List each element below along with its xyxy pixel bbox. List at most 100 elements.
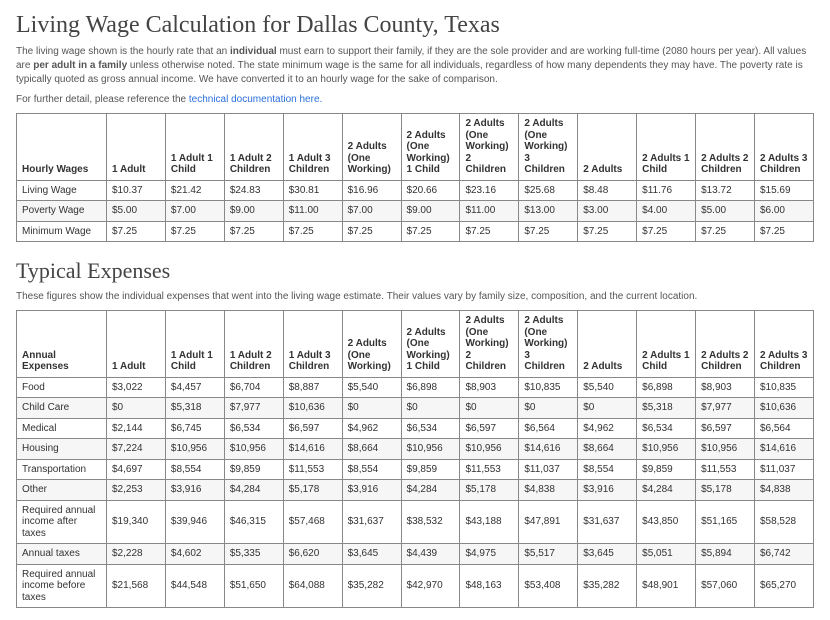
cell: $5,540 — [578, 377, 637, 398]
cell: $10,956 — [637, 439, 696, 460]
cell: $10,956 — [460, 439, 519, 460]
cell: $5.00 — [696, 201, 755, 222]
cell: $6,534 — [224, 418, 283, 439]
column-header: 2 Adults — [578, 311, 637, 378]
cell: $8,903 — [460, 377, 519, 398]
cell: $31,637 — [578, 500, 637, 544]
cell: $31,637 — [342, 500, 401, 544]
cell: $6,597 — [696, 418, 755, 439]
cell: $9,859 — [637, 459, 696, 480]
cell: $9.00 — [401, 201, 460, 222]
cell: $7.25 — [342, 221, 401, 242]
cell: $30.81 — [283, 180, 342, 201]
cell: $11,037 — [519, 459, 578, 480]
cell: $10,956 — [224, 439, 283, 460]
cell: $7.25 — [519, 221, 578, 242]
intro-paragraph: The living wage shown is the hourly rate… — [16, 45, 814, 87]
cell: $7.25 — [224, 221, 283, 242]
cell: $6,704 — [224, 377, 283, 398]
cell: $6,534 — [637, 418, 696, 439]
cell: $4,284 — [637, 480, 696, 501]
cell: $6,597 — [283, 418, 342, 439]
annual-expenses-row-header: Annual Expenses — [17, 311, 107, 378]
column-header: 1 Adult 3 Children — [283, 114, 342, 181]
cell: $2,253 — [107, 480, 166, 501]
cell: $14,616 — [519, 439, 578, 460]
column-header: 1 Adult 3 Children — [283, 311, 342, 378]
table-row: Annual taxes$2,228$4,602$5,335$6,620$3,6… — [17, 544, 814, 565]
cell: $0 — [342, 398, 401, 419]
column-header: 1 Adult — [107, 311, 166, 378]
technical-documentation-link[interactable]: technical documentation here. — [189, 94, 322, 105]
cell: $2,228 — [107, 544, 166, 565]
cell: $8,903 — [696, 377, 755, 398]
row-label: Housing — [17, 439, 107, 460]
column-header: 2 Adults — [578, 114, 637, 181]
annual-expenses-body: Food$3,022$4,457$6,704$8,887$5,540$6,898… — [17, 377, 814, 608]
column-header: 2 Adults 3 Children — [754, 114, 813, 181]
cell: $6,620 — [283, 544, 342, 565]
annual-expenses-header-row: Annual Expenses 1 Adult1 Adult 1 Child 1 … — [17, 311, 814, 378]
cell: $42,970 — [401, 564, 460, 608]
page-title: Living Wage Calculation for Dallas Count… — [16, 12, 814, 39]
cell: $4,439 — [401, 544, 460, 565]
cell: $6,898 — [401, 377, 460, 398]
cell: $8,664 — [578, 439, 637, 460]
column-header: 2 Adults 2 Children — [696, 311, 755, 378]
row-label: Medical — [17, 418, 107, 439]
cell: $5,318 — [165, 398, 224, 419]
cell: $3,916 — [578, 480, 637, 501]
cell: $3,645 — [342, 544, 401, 565]
column-header: 2 Adults (One Working) 1 Child — [401, 311, 460, 378]
cell: $53,408 — [519, 564, 578, 608]
cell: $7.00 — [342, 201, 401, 222]
cell: $7,224 — [107, 439, 166, 460]
cell: $39,946 — [165, 500, 224, 544]
column-header: 1 Adult 1 Child — [165, 311, 224, 378]
cell: $7.25 — [696, 221, 755, 242]
cell: $13.72 — [696, 180, 755, 201]
cell: $5,178 — [696, 480, 755, 501]
column-header: 2 Adults (One Working) 2 Children — [460, 114, 519, 181]
cell: $4,697 — [107, 459, 166, 480]
column-header: 2 Adults 2 Children — [696, 114, 755, 181]
column-header: 2 Adults 3 Children — [754, 311, 813, 378]
table-row: Medical$2,144$6,745$6,534$6,597$4,962$6,… — [17, 418, 814, 439]
cell: $6,534 — [401, 418, 460, 439]
row-label: Transportation — [17, 459, 107, 480]
cell: $57,468 — [283, 500, 342, 544]
cell: $11,553 — [696, 459, 755, 480]
cell: $35,282 — [578, 564, 637, 608]
cell: $7.00 — [165, 201, 224, 222]
cell: $4,962 — [578, 418, 637, 439]
cell: $6,742 — [754, 544, 813, 565]
cell: $0 — [401, 398, 460, 419]
cell: $8,554 — [342, 459, 401, 480]
cell: $14,616 — [283, 439, 342, 460]
cell: $48,901 — [637, 564, 696, 608]
cell: $10,956 — [401, 439, 460, 460]
cell: $35,282 — [342, 564, 401, 608]
column-header: 1 Adult — [107, 114, 166, 181]
cell: $4,284 — [401, 480, 460, 501]
cell: $5,178 — [460, 480, 519, 501]
table-row: Living Wage$10.37$21.42$24.83$30.81$16.9… — [17, 180, 814, 201]
cell: $4,962 — [342, 418, 401, 439]
cell: $4,602 — [165, 544, 224, 565]
cell: $0 — [107, 398, 166, 419]
cell: $2,144 — [107, 418, 166, 439]
cell: $0 — [519, 398, 578, 419]
column-header: 2 Adults 1 Child — [637, 114, 696, 181]
table-row: Poverty Wage$5.00$7.00$9.00$11.00$7.00$9… — [17, 201, 814, 222]
cell: $11,037 — [754, 459, 813, 480]
cell: $3,645 — [578, 544, 637, 565]
cell: $0 — [460, 398, 519, 419]
hourly-wages-body: Living Wage$10.37$21.42$24.83$30.81$16.9… — [17, 180, 814, 242]
cell: $57,060 — [696, 564, 755, 608]
cell: $21.42 — [165, 180, 224, 201]
cell: $3,916 — [165, 480, 224, 501]
cell: $8,887 — [283, 377, 342, 398]
cell: $10,835 — [519, 377, 578, 398]
cell: $4,838 — [519, 480, 578, 501]
column-header: 2 Adults (One Working) 3 Children — [519, 114, 578, 181]
